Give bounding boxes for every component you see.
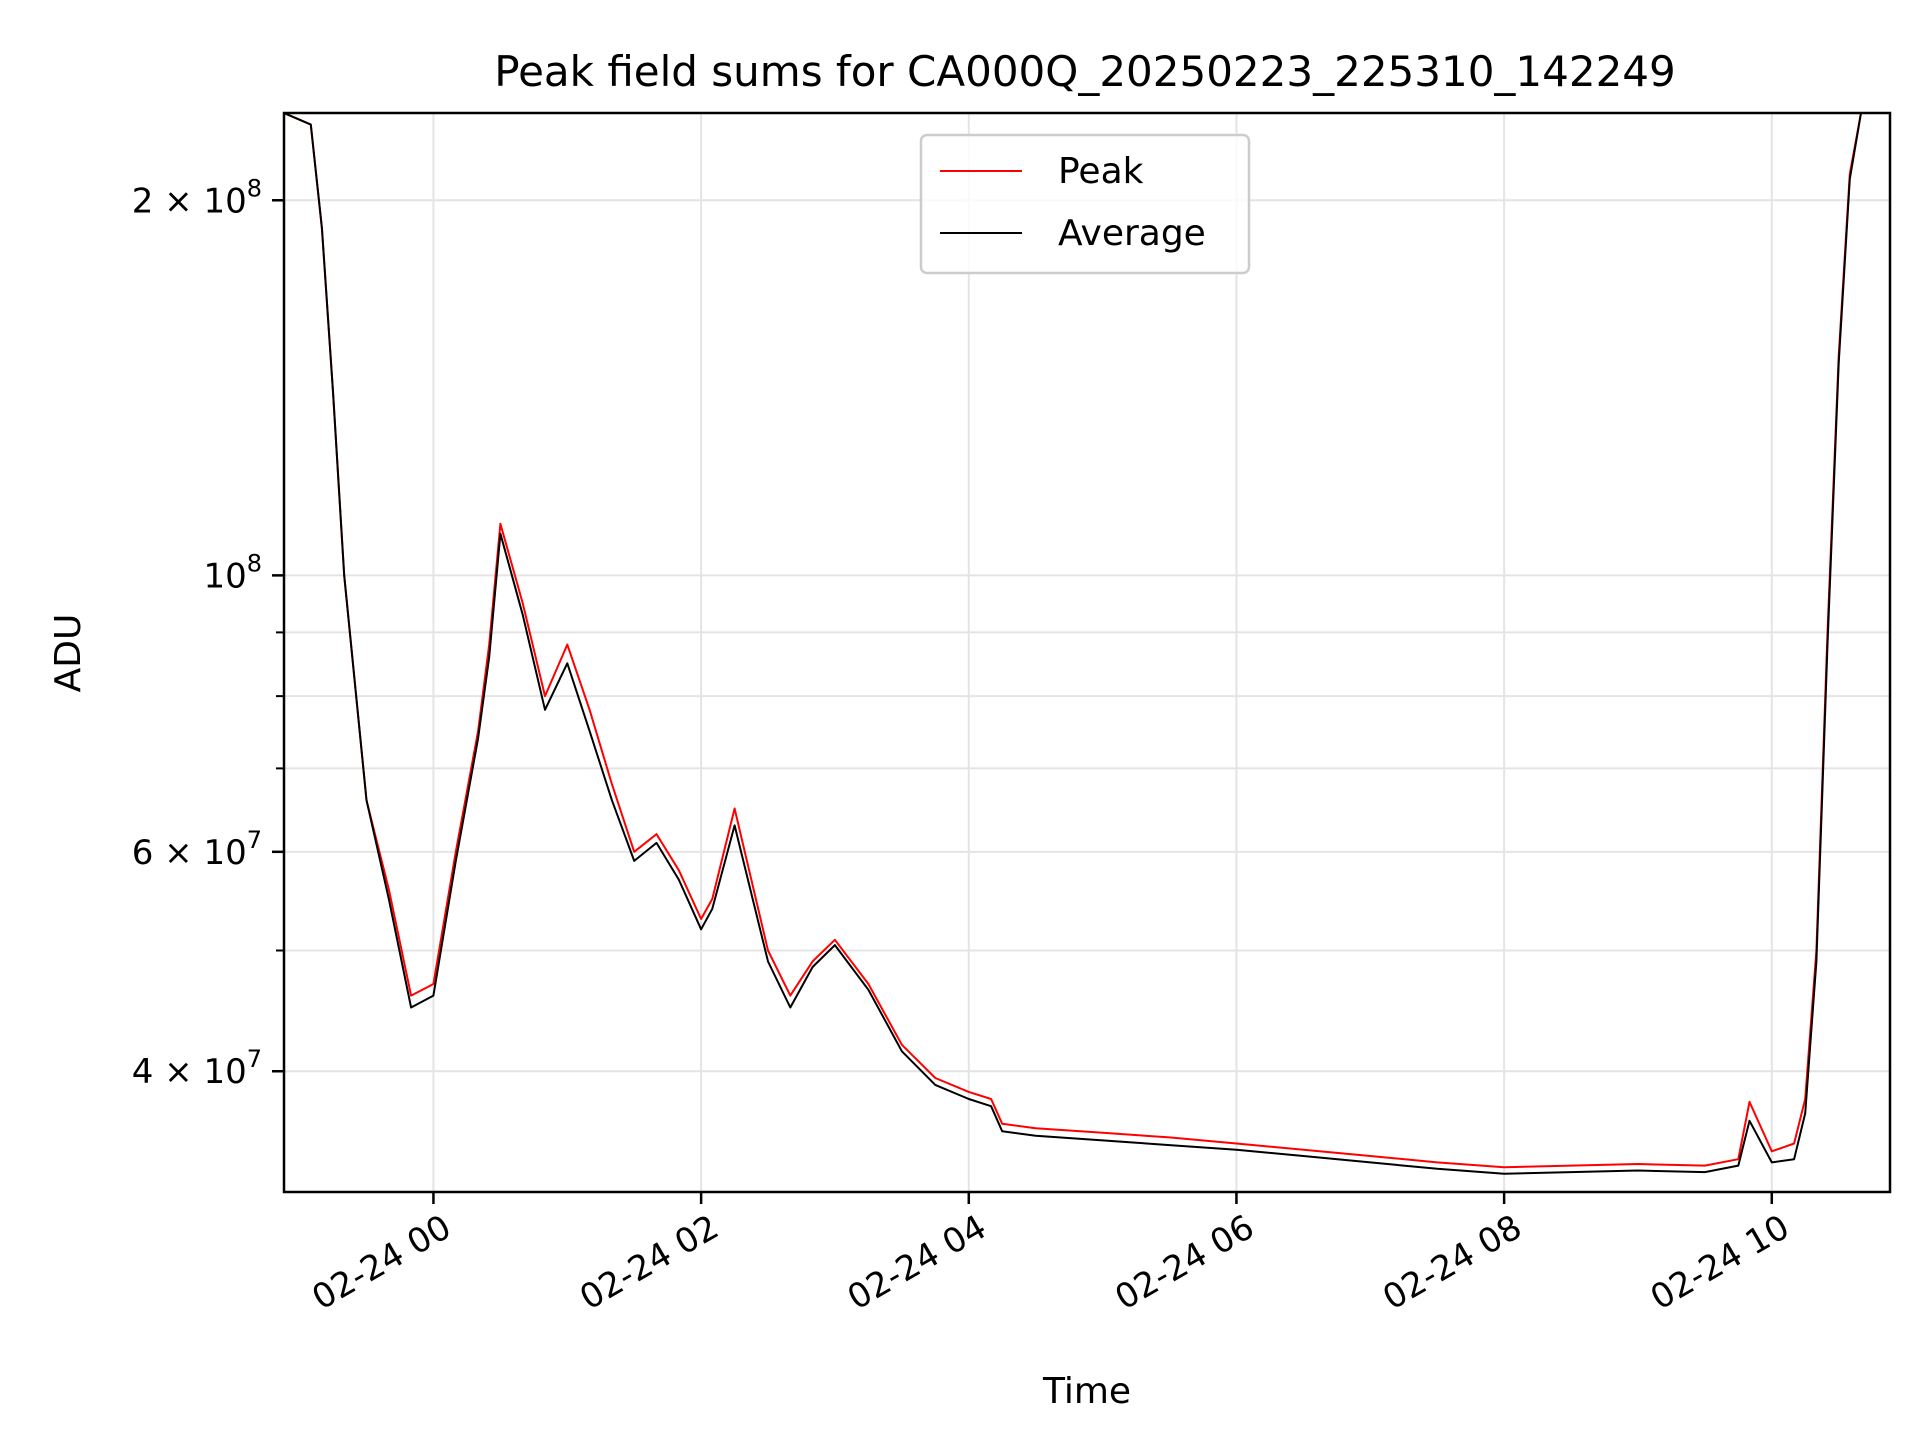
y-tick-exponent: 8 — [247, 549, 262, 577]
series-line-peak — [284, 113, 1890, 1169]
legend-label-average: Average — [1058, 213, 1206, 254]
y-tick-label: 4 × 107 — [132, 1045, 262, 1092]
legend-label-peak: Peak — [1058, 151, 1144, 192]
plot-frame — [282, 111, 1892, 1194]
y-tick-ten: 10 — [203, 181, 246, 221]
series-line-average — [284, 113, 1890, 1175]
x-axis-label: Time — [1042, 1371, 1131, 1412]
y-tick-exponent: 8 — [247, 174, 262, 202]
y-tick-base: 2 × — [132, 181, 204, 221]
legend-box — [919, 133, 1251, 275]
y-axis-label: ADU — [48, 614, 89, 693]
y-tick-ten: 10 — [203, 1052, 246, 1092]
legend: Peak Average — [919, 133, 1251, 275]
y-tick-ten: 10 — [203, 833, 246, 873]
y-tick-label: 2 × 108 — [132, 174, 262, 221]
series-layer — [284, 113, 1890, 1175]
y-tick-base: 4 × — [132, 1052, 204, 1092]
chart-title: Peak field sums for CA000Q_20250223_2253… — [494, 47, 1676, 96]
y-tick-label: 6 × 107 — [132, 826, 262, 873]
y-tick-base: 6 × — [132, 833, 204, 873]
y-tick-ten: 10 — [203, 556, 246, 596]
y-tick-exponent: 7 — [247, 1045, 262, 1073]
y-tick-label: 108 — [203, 549, 262, 596]
y-tick-exponent: 7 — [247, 826, 262, 854]
